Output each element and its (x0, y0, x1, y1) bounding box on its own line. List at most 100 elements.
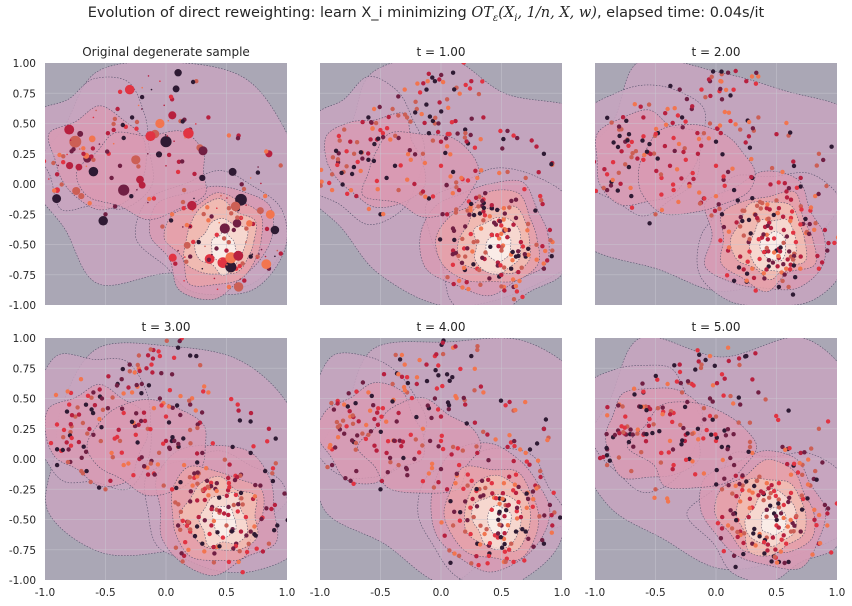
scatter-point (516, 253, 521, 259)
x-tick-label: -0.5 (645, 587, 666, 599)
scatter-point (787, 249, 792, 254)
scatter-point (502, 549, 508, 554)
scatter-point (184, 256, 186, 258)
scatter-point (103, 212, 108, 217)
suptitle-prefix: Evolution of direct reweighting: learn X… (87, 5, 472, 21)
scatter-point (238, 529, 244, 534)
scatter-point (792, 523, 797, 528)
scatter-point (456, 462, 462, 468)
scatter-point (667, 412, 673, 417)
scatter-point (163, 438, 169, 444)
scatter-point (658, 450, 664, 456)
scatter-point (133, 432, 138, 437)
scatter-point (445, 131, 450, 137)
scatter-point (89, 395, 94, 400)
scatter-point (520, 527, 525, 532)
scatter-point (718, 536, 724, 541)
scatter-point (762, 551, 767, 556)
scatter-point (366, 390, 371, 395)
scatter-point (761, 540, 767, 545)
scatter-point (504, 508, 509, 513)
scatter-point (703, 357, 708, 363)
scatter-point (160, 224, 165, 229)
scatter-point (260, 549, 266, 554)
scatter-point (829, 144, 834, 149)
scatter-point (439, 72, 444, 78)
scatter-point (753, 351, 758, 356)
scatter-point (472, 145, 478, 150)
scatter-point (276, 249, 279, 252)
scatter-point (217, 508, 222, 513)
scatter-point (486, 458, 491, 463)
scatter-point (733, 473, 738, 478)
scatter-point (653, 212, 658, 217)
scatter-point (743, 354, 748, 359)
scatter-point (238, 490, 244, 496)
scatter-point (92, 403, 98, 408)
scatter-point (776, 481, 782, 486)
scatter-point (160, 136, 172, 148)
scatter-point (450, 248, 456, 253)
scatter-point (653, 373, 658, 379)
scatter-point (784, 120, 789, 126)
scatter-point (167, 446, 173, 452)
scatter-point (187, 427, 193, 433)
scatter-point (370, 126, 375, 131)
scatter-point (236, 559, 241, 565)
scatter-point (192, 171, 197, 177)
scatter-point (602, 167, 607, 172)
scatter-point (635, 431, 640, 436)
scatter-point (456, 553, 462, 558)
scatter-point (516, 484, 521, 490)
scatter-point (381, 372, 387, 377)
scatter-point (511, 297, 517, 302)
scatter-point (188, 402, 193, 407)
scatter-point (176, 159, 182, 164)
scatter-point (641, 157, 646, 162)
scatter-point (523, 399, 528, 405)
scatter-point (265, 439, 270, 444)
scatter-point (249, 177, 252, 179)
scatter-point (155, 462, 161, 467)
scatter-point (184, 137, 186, 139)
scatter-point (119, 377, 124, 382)
scatter-point (659, 192, 664, 197)
scatter-point (499, 545, 505, 550)
y-tick-label: -1.00 (9, 575, 36, 587)
scatter-point (738, 254, 743, 259)
scatter-point (640, 381, 645, 386)
scatter-point (714, 435, 719, 440)
scatter-point (232, 219, 242, 228)
scatter-point (720, 457, 725, 463)
scatter-point (497, 501, 502, 506)
scatter-point (273, 436, 278, 441)
scatter-point (180, 159, 185, 164)
scatter-point (520, 294, 525, 300)
scatter-point (67, 402, 72, 407)
scatter-point (464, 139, 469, 144)
scatter-point (735, 534, 740, 540)
scatter-point (617, 133, 622, 139)
scatter-point (196, 239, 201, 245)
scatter-point (414, 106, 419, 112)
scatter-point (760, 200, 765, 206)
scatter-point (69, 413, 75, 418)
scatter-point (522, 558, 527, 563)
scatter-point (800, 496, 806, 502)
scatter-point (472, 366, 477, 371)
suptitle-suffix: , elapsed time: 0.04s/it (596, 5, 765, 21)
scatter-point (541, 541, 547, 546)
scatter-point (66, 447, 71, 452)
scatter-point (236, 502, 241, 507)
scatter-point (716, 202, 721, 207)
scatter-point (629, 193, 634, 199)
scatter-point (611, 140, 616, 145)
scatter-point (168, 218, 174, 223)
scatter-point (195, 422, 200, 427)
scatter-point (377, 104, 382, 110)
scatter-point (832, 240, 837, 246)
scatter-point (542, 513, 547, 518)
scatter-point (722, 428, 727, 433)
scatter-point (435, 129, 441, 135)
scatter-point (481, 218, 486, 223)
